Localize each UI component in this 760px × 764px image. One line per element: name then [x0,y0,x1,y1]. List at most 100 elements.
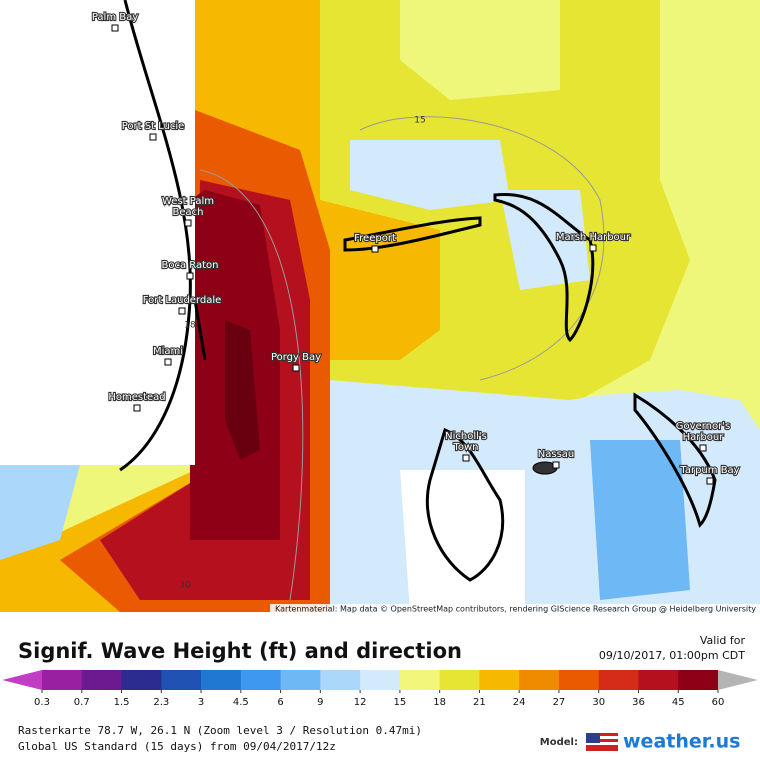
place-marker [589,244,597,252]
flag-stripe [586,742,618,745]
valid-label: Valid for [700,634,746,647]
place-label: Fort Lauderdale [143,295,222,306]
colorbar-segment [320,670,361,690]
colorbar-tick-label: 24 [513,697,526,708]
colorbar-tick-label: 27 [553,697,566,708]
colorbar-tick-label: 60 [712,697,725,708]
attribution: Kartenmaterial: Map data © OpenStreetMap… [275,605,756,614]
land-florida [0,0,195,465]
place-label: Marsh Harbour [556,232,631,243]
place-label: Nicholl's [445,431,487,442]
place-marker [371,245,379,253]
area-lightblue [330,380,760,612]
colorbar-tick-label: 12 [354,697,367,708]
map: Kartenmaterial: Map data © OpenStreetMap… [0,0,760,614]
model-label: Model: [540,737,578,748]
colorbar-segment [598,670,639,690]
flag-canton [586,733,600,743]
colorbar-tick-label: 3 [198,697,204,708]
contour-label: 30 [179,581,191,591]
place-label: Tarpum Bay [679,465,739,476]
colorbar-segment [479,670,520,690]
place-marker [186,272,194,280]
colorbar-segment [42,670,83,690]
colorbar-tick-label: 45 [672,697,685,708]
colorbar-tick-label: 1.5 [114,697,130,708]
valid-time: 09/10/2017, 01:00pm CDT [599,649,745,662]
colorbar-segment [161,670,202,690]
place-label: Porgy Bay [271,352,321,363]
colorbar-segment [81,670,123,690]
place-marker [164,358,172,366]
place-label: Beach [173,207,204,218]
colorbar-segment [360,670,401,690]
contour-line [199,116,605,601]
colorbar-tick-label: 18 [433,697,446,708]
place-label: Governor's [676,421,730,432]
place-label: Town [452,442,478,453]
colorbar-segment [519,670,560,690]
contour-label: 15 [414,116,425,126]
colorbar-segment [439,670,480,690]
colorbar-segment [201,670,242,690]
place-label: Miami [153,346,183,357]
colorbar-tick-label: 15 [394,697,407,708]
coastline [119,0,207,472]
area-deepred [225,320,260,460]
place-label: Homestead [108,392,165,403]
colorbar-tick-label: 0.7 [74,697,90,708]
area-lightyellow [400,0,560,100]
place-marker [133,404,141,412]
place-label: Freeport [354,233,396,244]
colorbar-tick-label: 36 [632,697,645,708]
place-label: Nassau [538,449,575,460]
place-marker [462,454,470,462]
colorbar-segment [399,670,441,690]
coastline [425,427,505,582]
colorbar: 0.3 0.7 1.5 2.3 3 4.5 6 9 12 15 18 21 24 27 30 36 45 60 [2,670,758,708]
place-marker [292,364,300,372]
colorbar-tick-label: 0.3 [34,697,50,708]
colorbar-arrow [718,670,758,690]
colorbar-tick-label: 9 [317,697,323,708]
place-label: Palm Bay [92,12,138,23]
place-marker [149,133,157,141]
place-marker [111,24,119,32]
legend-title: Signif. Wave Height (ft) and direction [18,639,462,663]
colorbar-arrow [2,670,42,690]
flag [586,733,618,751]
place-label: Harbour [683,432,725,443]
coastline [493,192,595,343]
footer-line: Rasterkarte 78.7 W, 26.1 N (Zoom level 3… [18,724,422,737]
area-lightblue [350,140,510,210]
colorbar-segment [240,670,282,690]
attribution-bg [270,604,760,614]
colorbar-tick-label: 2.3 [153,697,169,708]
place-marker [706,477,714,485]
colorbar-tick-label: 21 [473,697,486,708]
colorbar-tick-label: 6 [277,697,283,708]
area-blue [590,440,690,600]
area-lightblue [500,190,590,290]
colorbar-tick-label: 4.5 [233,697,249,708]
contour-label: 18 [184,321,196,331]
colorbar-segment [678,670,719,690]
place-label: Port St Lucie [122,121,185,132]
land-andros [400,470,525,612]
place-label: Boca Raton [161,260,218,271]
brand: weather.us [623,731,740,753]
colorbar-segment [121,670,162,690]
colorbar-segment [638,670,679,690]
place-label: West Palm [162,196,214,207]
footer-line: Global US Standard (15 days) from 09/04/… [18,740,336,753]
colorbar-segment [558,670,600,690]
place-marker [699,444,707,452]
place-marker [552,461,560,469]
colorbar-segment [280,670,321,690]
coastline [633,392,717,528]
place-marker [178,307,186,315]
colorbar-tick-label: 30 [592,697,605,708]
flag-stripe [586,736,618,739]
place-marker [184,219,192,227]
